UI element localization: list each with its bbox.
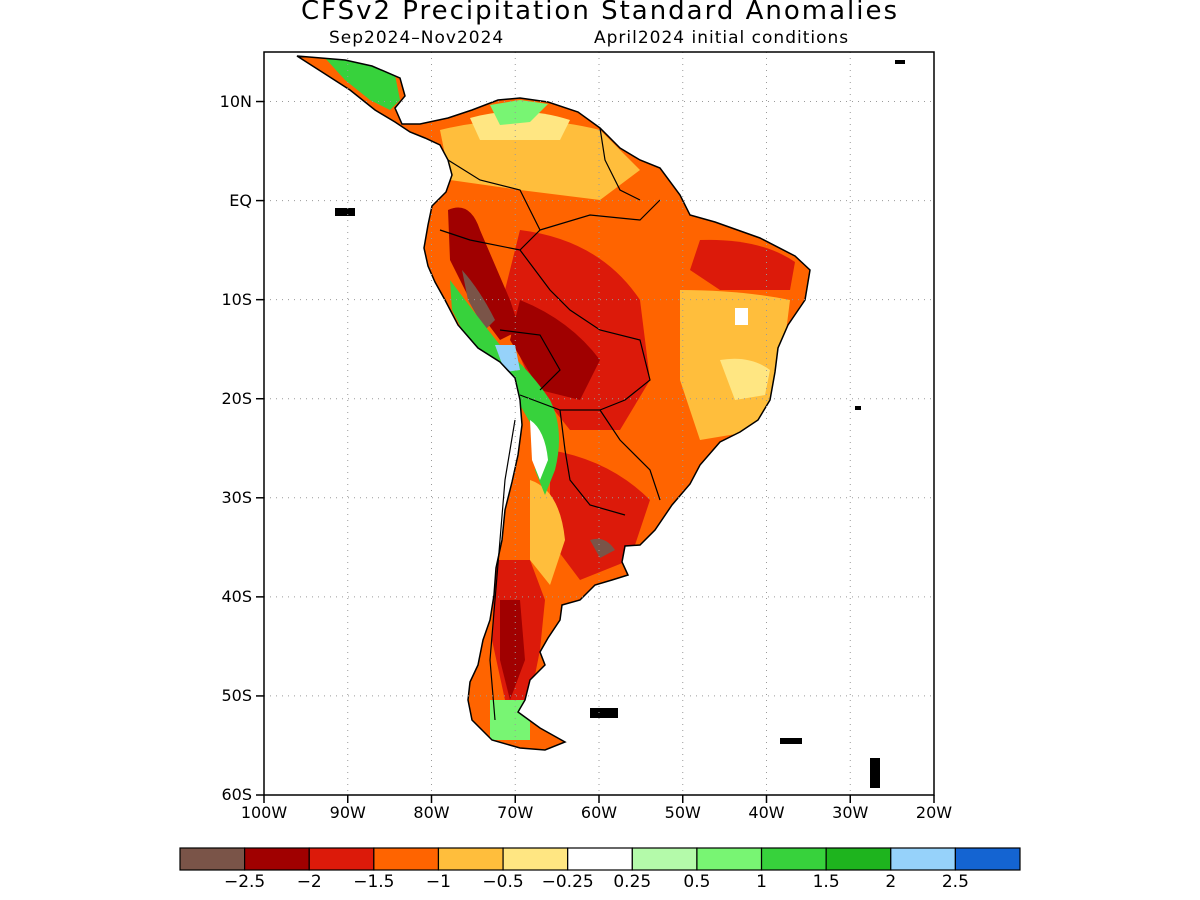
anomaly-region-caribbean [470, 111, 570, 140]
anomaly-region-cuyo [530, 480, 565, 585]
anomaly-region-northeast [690, 239, 795, 290]
forecast-period: Sep2024–Nov2024 [329, 28, 505, 48]
colorbar-swatch [760, 847, 827, 871]
colorbar-swatch [179, 847, 246, 871]
lon-tick-label: 20W [915, 803, 953, 822]
island-south-georgia [780, 738, 802, 744]
lon-tick-label: 100W [240, 803, 288, 822]
anomaly-region-atacama [530, 420, 548, 480]
axis-ticks [256, 100, 935, 803]
colorbar-swatch [437, 847, 504, 871]
anomaly-region-central-america [325, 58, 400, 110]
anomaly-region-bolivia [510, 300, 600, 400]
colorbar-label: −0.25 [541, 872, 594, 892]
colorbar-swatch [631, 847, 698, 871]
lat-tick-label: 10S [221, 289, 252, 309]
island-trindade [855, 406, 861, 410]
islands [335, 60, 905, 788]
lat-tick-label: 20S [221, 388, 252, 408]
island-sandwich [870, 758, 880, 788]
lat-tick-label: EQ [229, 190, 252, 210]
lat-tick-label: 50S [221, 685, 252, 705]
colorbar-label: −0.5 [482, 872, 524, 892]
island-galapagos [335, 208, 355, 216]
lon-tick-label: 90W [329, 803, 366, 822]
lon-tick-label: 40W [748, 803, 785, 822]
colorbar-swatch [696, 847, 763, 871]
colorbar-swatch [890, 847, 956, 871]
colorbar-label: 1 [756, 872, 767, 892]
colorbar [179, 847, 1021, 871]
country-borders [439, 127, 661, 721]
lon-tick-label: 60W [580, 803, 618, 822]
anomaly-region-buenos-aires [590, 538, 615, 558]
colorbar-label: −1 [425, 872, 451, 892]
anomaly-region-bahia [720, 358, 770, 400]
map-title: CFSv2 Precipitation Standard Anomalies [300, 0, 900, 26]
gridlines [264, 52, 934, 795]
colorbar-swatch [825, 847, 892, 871]
map-frame [263, 51, 935, 796]
lat-tick-label: 40S [221, 586, 252, 606]
colorbar-swatch [502, 847, 569, 871]
colorbar-swatch [373, 847, 440, 871]
lon-tick-label: 70W [497, 803, 534, 822]
initial-conditions: April2024 initial conditions [594, 28, 850, 48]
colorbar-label: −2 [296, 872, 322, 892]
lat-tick-label: 60S [221, 785, 252, 804]
colorbar-label: −1.5 [353, 872, 395, 892]
colorbar-label: 0.5 [683, 872, 711, 892]
lat-tick-label: 10N [219, 91, 252, 111]
anomaly-region-colombia-coast [490, 100, 548, 125]
lon-tick-label: 50W [664, 803, 701, 822]
anomaly-region-titicaca [495, 345, 520, 372]
colorbar-label: 1.5 [812, 872, 840, 892]
colorbar-label: −2.5 [223, 872, 266, 892]
lat-tick-label: 30S [221, 487, 252, 507]
colorbar-swatch [308, 847, 375, 871]
colorbar-label: 2.5 [941, 872, 969, 892]
island-azores [895, 60, 905, 64]
colorbar-swatch [954, 847, 1021, 871]
lon-tick-label: 30W [832, 803, 869, 822]
anomaly-region-peru-core [462, 270, 495, 330]
lon-tick-label: 80W [413, 803, 450, 822]
anomaly-region-andes-wet [450, 280, 559, 495]
anomaly-region-peru-andes [448, 207, 520, 340]
anomaly-region-neutral-patch [735, 308, 748, 325]
colorbar-swatch [244, 847, 310, 871]
colorbar-label: 0.25 [613, 872, 652, 892]
colorbar-swatch [567, 847, 633, 871]
island-falklands [590, 708, 618, 718]
colorbar-label: 2 [885, 872, 897, 892]
anomaly-region-southern-andes [500, 600, 525, 700]
